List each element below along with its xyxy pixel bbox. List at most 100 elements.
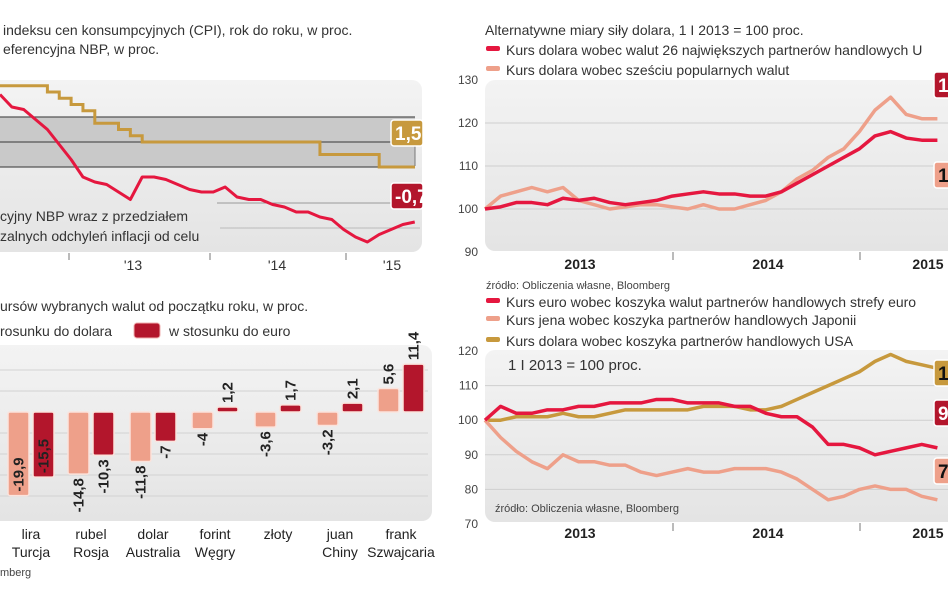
- bar-title: ursów wybranych walut od początku roku, …: [0, 298, 308, 314]
- bar-eur: [32, 411, 55, 478]
- y-tick-label: 120: [458, 116, 478, 130]
- bar-usd: [316, 411, 339, 427]
- category-label: lira: [22, 526, 41, 542]
- br-legend-label-1: Kurs euro wobec koszyka walut partnerów …: [506, 294, 916, 310]
- x-year-label: 2014: [752, 256, 783, 272]
- bar-source: mberg: [0, 567, 31, 579]
- br-legend-swatch-2: [486, 316, 500, 321]
- cpi-annotation-line-2: zalnych odchyleń inflacji od celu: [0, 228, 199, 244]
- series-line: [484, 129, 938, 211]
- tr-title: Alternatywne miary siły dolara, 1 I 2013…: [485, 22, 804, 38]
- cpi-x-label-15: '15: [383, 257, 401, 273]
- series-line: [485, 352, 938, 422]
- bar-usd: [7, 411, 30, 497]
- tr-legend-label-2: Kurs dolara wobec sześciu popularnych wa…: [506, 62, 789, 78]
- x-year-label: 2013: [564, 256, 595, 272]
- y-tick-label: 100: [458, 202, 478, 216]
- cpi-line: [0, 93, 416, 244]
- cpi-end-label-text: -0,7: [395, 187, 428, 208]
- bar-eur: [216, 406, 239, 413]
- series-line: [483, 95, 938, 211]
- br-legend-label-2: Kurs jena wobec koszyka partnerów handlo…: [506, 312, 856, 328]
- bar-value-label: -10,3: [96, 459, 113, 493]
- tr-source: źródło: Obliczenia własne, Bloomberg: [486, 280, 670, 292]
- cpi-title-line-1: indeksu cen konsumpcyjnych (CPI), rok do…: [3, 22, 352, 38]
- tr-legend-swatch-1: [486, 46, 500, 51]
- tr-legend-swatch-2: [486, 66, 500, 71]
- category-country-label: Chiny: [322, 544, 358, 560]
- category-label: frank: [385, 526, 417, 542]
- currency-basket-chart: Kurs euro wobec koszyka walut partnerów …: [458, 294, 948, 541]
- bar-value-label: -19,9: [11, 457, 28, 491]
- bar-value-label: -15,5: [36, 439, 53, 473]
- dollar-strength-chart: Alternatywne miary siły dolara, 1 I 2013…: [458, 22, 948, 292]
- legend-eur-label: w stosunku do euro: [168, 323, 291, 339]
- series-end-label-box: [933, 161, 948, 189]
- bar-eur: [92, 411, 115, 457]
- bar-eur: [341, 402, 364, 413]
- y-tick-label: 70: [465, 517, 479, 531]
- series-end-label-text: 11: [938, 364, 948, 385]
- ref-rate-line: [0, 84, 415, 169]
- category-label: dolar: [137, 526, 168, 542]
- cpi-annotation-line-1: cyjny NBP wraz z przedziałem: [0, 208, 188, 224]
- br-note: 1 I 2013 = 100 proc.: [508, 357, 642, 374]
- bar-usd: [191, 411, 214, 430]
- cpi-chart: indeksu cen konsumpcyjnych (CPI), rok do…: [0, 22, 428, 273]
- y-tick-label: 100: [458, 413, 478, 427]
- bar-eur: [279, 404, 302, 413]
- series-end-label-box: [933, 457, 948, 485]
- category-country-label: Rosja: [73, 544, 109, 560]
- bar-usd: [67, 411, 90, 475]
- bar-value-label: 1,2: [220, 382, 237, 403]
- category-country-label: Węgry: [195, 544, 235, 560]
- series-end-label-text: 9: [938, 404, 948, 425]
- y-tick-label: 110: [459, 159, 478, 173]
- y-tick-label: 80: [465, 482, 479, 496]
- cpi-title-line-2: eferencyjna NBP, w proc.: [3, 41, 159, 57]
- x-year-label: 2013: [564, 525, 595, 541]
- series-end-label-text: 7: [938, 462, 948, 483]
- y-tick-label: 90: [465, 245, 479, 259]
- bar-value-label: 11,4: [406, 331, 423, 360]
- series-end-label-box: [933, 359, 948, 387]
- category-country-label: Australia: [126, 544, 181, 560]
- y-tick-label: 120: [458, 344, 478, 358]
- cpi-x-label-13: '13: [124, 257, 142, 273]
- br-plot-background: [485, 350, 948, 522]
- br-source: źródło: Obliczenia własne, Bloomberg: [495, 503, 679, 515]
- legend-eur-swatch: [133, 322, 161, 339]
- currency-bar-chart: ursów wybranych walut od początku roku, …: [0, 298, 435, 579]
- bar-usd: [129, 411, 152, 463]
- bar-value-label: -7: [158, 445, 175, 458]
- bar-value-label: -4: [195, 432, 212, 446]
- y-tick-label: 130: [458, 73, 478, 87]
- cpi-x-label-14: '14: [268, 257, 286, 273]
- bar-usd: [254, 411, 277, 428]
- ref-rate-end-label-text: 1,5: [395, 124, 422, 145]
- series-end-label-text: 12: [938, 76, 948, 97]
- bar-value-label: -14,8: [71, 478, 88, 512]
- ref-rate-end-label-box: [390, 119, 424, 147]
- bar-value-label: -11,8: [133, 466, 150, 499]
- category-label: juan: [326, 526, 353, 542]
- category-label: złoty: [264, 526, 293, 542]
- bar-eur: [402, 363, 425, 413]
- x-year-label: 2014: [752, 525, 783, 541]
- bar-value-label: -3,6: [258, 431, 275, 457]
- series-end-label-text: 11: [938, 166, 948, 187]
- series-line: [483, 397, 938, 457]
- y-tick-label: 110: [459, 379, 478, 393]
- bar-eur: [154, 411, 177, 443]
- br-legend-swatch-3: [486, 337, 500, 342]
- y-tick-label: 90: [465, 448, 479, 462]
- x-year-label: 2015: [912, 525, 943, 541]
- legend-usd-label: rosunku do dolara: [0, 323, 112, 339]
- cpi-end-label-box: [390, 182, 424, 210]
- bar-value-label: 1,7: [283, 380, 300, 401]
- bar-usd: [377, 387, 400, 413]
- category-country-label: Szwajcaria: [367, 544, 435, 560]
- series-end-label-box: [933, 399, 948, 427]
- series-line: [483, 419, 938, 502]
